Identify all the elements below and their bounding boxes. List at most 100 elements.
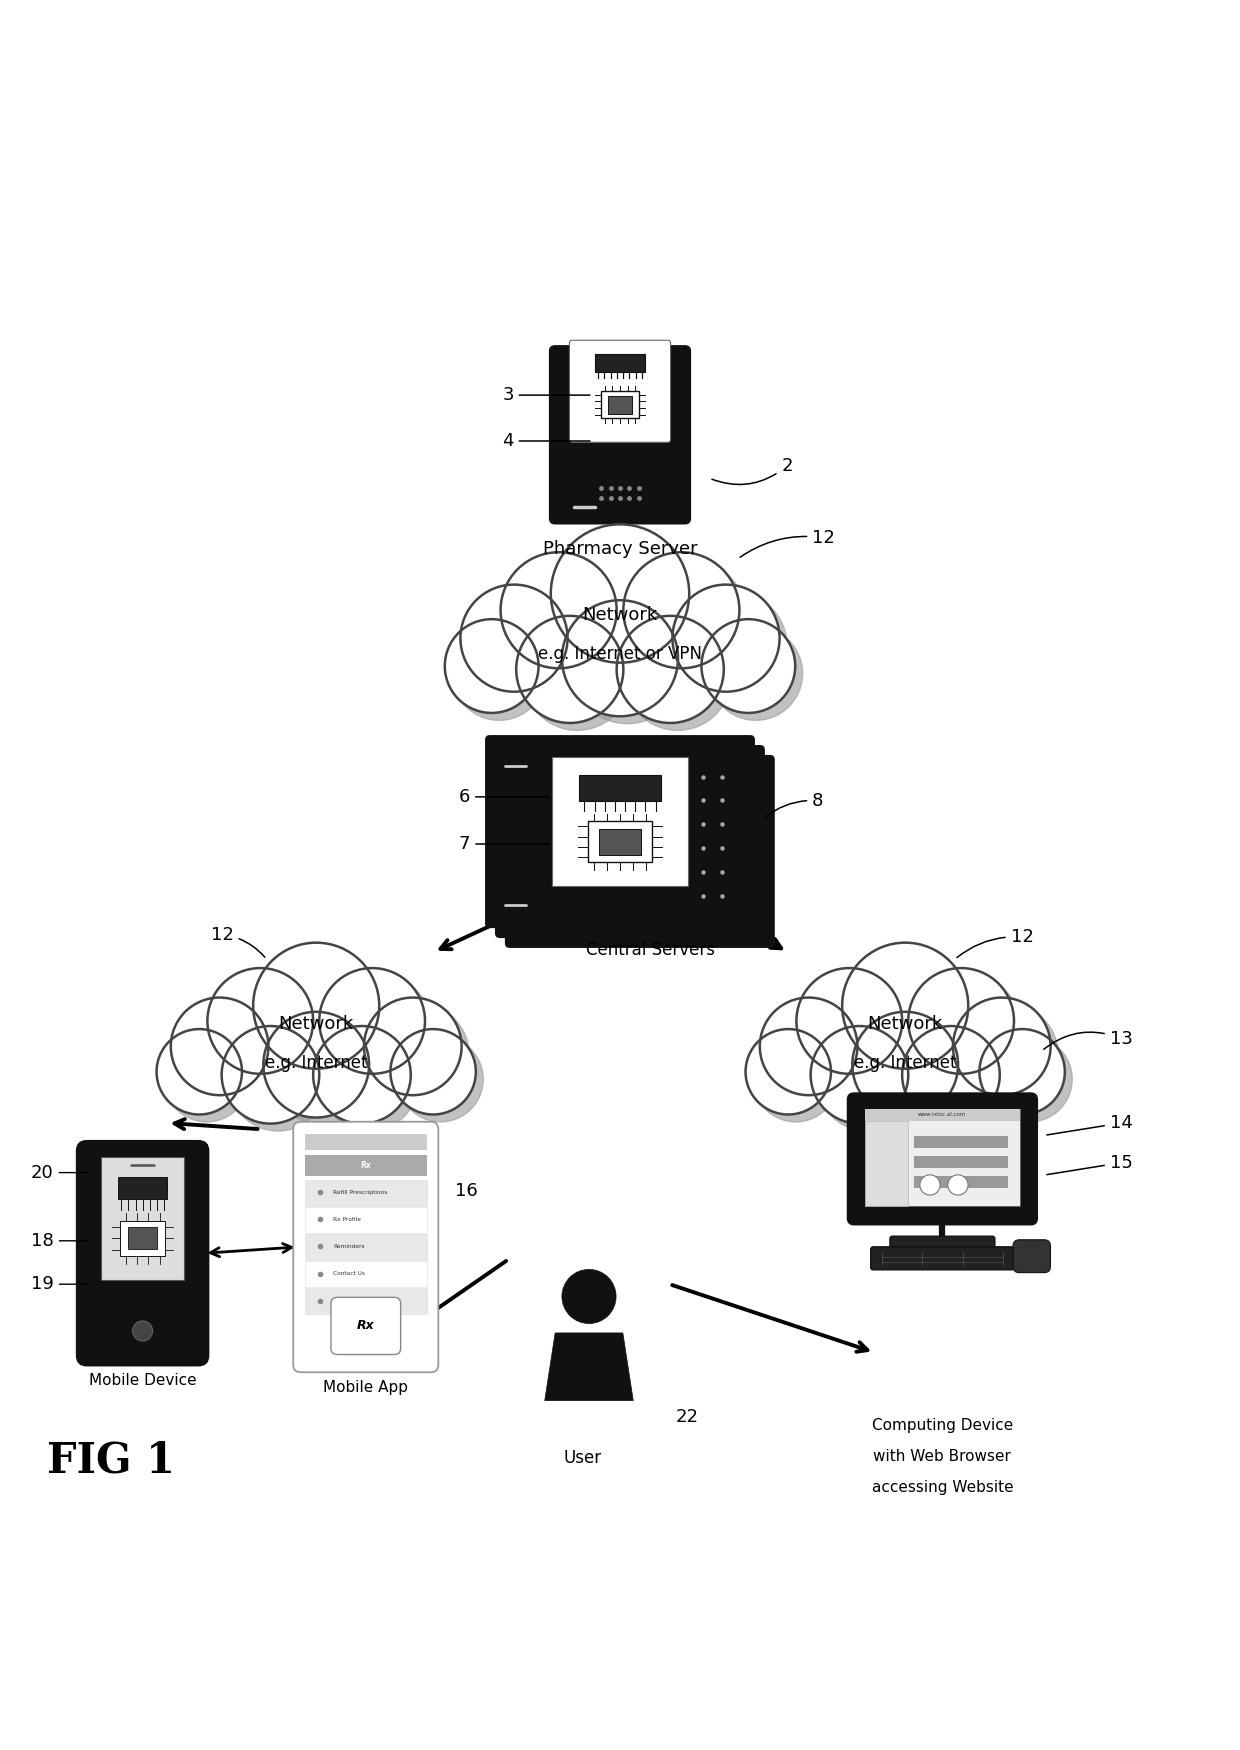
Text: www.rxloc.al.com: www.rxloc.al.com [918,1113,967,1118]
Text: Rx: Rx [361,1162,371,1171]
FancyBboxPatch shape [870,1246,1014,1270]
FancyBboxPatch shape [305,1234,427,1260]
Text: 20: 20 [31,1164,88,1181]
FancyBboxPatch shape [599,830,641,856]
FancyBboxPatch shape [305,1180,427,1206]
FancyBboxPatch shape [588,821,652,863]
Circle shape [672,584,780,691]
Text: 8: 8 [765,791,823,817]
Text: 18: 18 [31,1232,88,1250]
FancyBboxPatch shape [496,746,764,936]
FancyBboxPatch shape [890,1236,994,1253]
Circle shape [467,592,575,700]
FancyBboxPatch shape [305,1155,427,1176]
Text: Loyalty Program: Loyalty Program [334,1298,381,1304]
Circle shape [460,584,568,691]
Circle shape [372,1004,469,1102]
Circle shape [398,1036,484,1122]
FancyBboxPatch shape [118,1178,167,1199]
Text: 12: 12 [740,528,835,556]
Circle shape [270,1018,377,1125]
Text: 15: 15 [1047,1153,1132,1174]
Circle shape [852,1011,959,1118]
Circle shape [523,623,631,730]
FancyBboxPatch shape [128,1227,157,1250]
Circle shape [768,1004,864,1102]
Circle shape [164,1036,249,1122]
FancyBboxPatch shape [569,340,671,443]
FancyBboxPatch shape [864,1120,908,1206]
FancyBboxPatch shape [595,355,645,371]
Text: 2: 2 [712,457,792,485]
FancyBboxPatch shape [1013,1239,1050,1272]
Circle shape [508,560,624,676]
Circle shape [947,1174,968,1195]
Circle shape [842,943,968,1069]
Circle shape [215,975,321,1082]
FancyBboxPatch shape [305,1134,427,1150]
Circle shape [796,968,903,1074]
Text: 12: 12 [211,926,265,957]
Circle shape [391,1029,476,1115]
Text: e.g. Internet: e.g. Internet [854,1055,956,1073]
Text: 7: 7 [459,835,549,852]
Circle shape [624,553,739,668]
Circle shape [987,1036,1073,1122]
Circle shape [745,1029,831,1115]
Text: Contact Us: Contact Us [334,1270,366,1276]
Text: 4: 4 [502,432,590,450]
FancyBboxPatch shape [331,1297,401,1354]
FancyBboxPatch shape [848,1094,1037,1225]
FancyBboxPatch shape [914,1136,1008,1148]
Circle shape [562,600,678,716]
Circle shape [760,997,857,1096]
Circle shape [445,620,538,712]
Text: accessing Website: accessing Website [872,1480,1013,1494]
Circle shape [260,950,387,1076]
Text: Reminders: Reminders [334,1244,365,1250]
Circle shape [501,553,616,668]
Circle shape [804,975,910,1082]
Circle shape [631,560,746,676]
Text: 13: 13 [1044,1029,1132,1050]
Circle shape [859,1018,966,1125]
FancyBboxPatch shape [102,1157,184,1281]
Text: FIG 1: FIG 1 [47,1438,175,1480]
Circle shape [263,1011,370,1118]
FancyBboxPatch shape [914,1155,1008,1167]
Circle shape [551,525,689,663]
Text: e.g. Internet: e.g. Internet [265,1055,367,1073]
FancyBboxPatch shape [600,392,640,418]
Text: Rx Profile: Rx Profile [334,1216,361,1222]
Circle shape [680,592,787,700]
Circle shape [903,1026,999,1124]
FancyBboxPatch shape [579,775,661,802]
FancyBboxPatch shape [120,1222,165,1256]
FancyBboxPatch shape [552,758,688,886]
Text: 6: 6 [459,788,549,807]
Text: Computing Device: Computing Device [872,1418,1013,1433]
Circle shape [171,997,268,1096]
FancyBboxPatch shape [551,346,689,523]
FancyBboxPatch shape [293,1122,439,1372]
Circle shape [222,1026,319,1124]
Circle shape [229,1034,326,1130]
Circle shape [849,950,976,1076]
Circle shape [156,1029,242,1115]
FancyBboxPatch shape [864,1110,1021,1120]
Circle shape [954,997,1050,1096]
FancyBboxPatch shape [77,1141,208,1365]
Text: 12: 12 [957,928,1033,957]
Text: Rx: Rx [357,1320,374,1332]
Circle shape [920,1174,940,1195]
Circle shape [314,1026,410,1124]
Text: User: User [564,1449,601,1466]
Circle shape [702,620,795,712]
Text: Mobile App: Mobile App [324,1379,408,1395]
Text: 19: 19 [31,1276,88,1293]
Circle shape [133,1321,153,1340]
Circle shape [753,1036,838,1122]
Circle shape [811,1026,908,1124]
Circle shape [908,968,1014,1074]
Text: Mobile Device: Mobile Device [89,1374,196,1388]
